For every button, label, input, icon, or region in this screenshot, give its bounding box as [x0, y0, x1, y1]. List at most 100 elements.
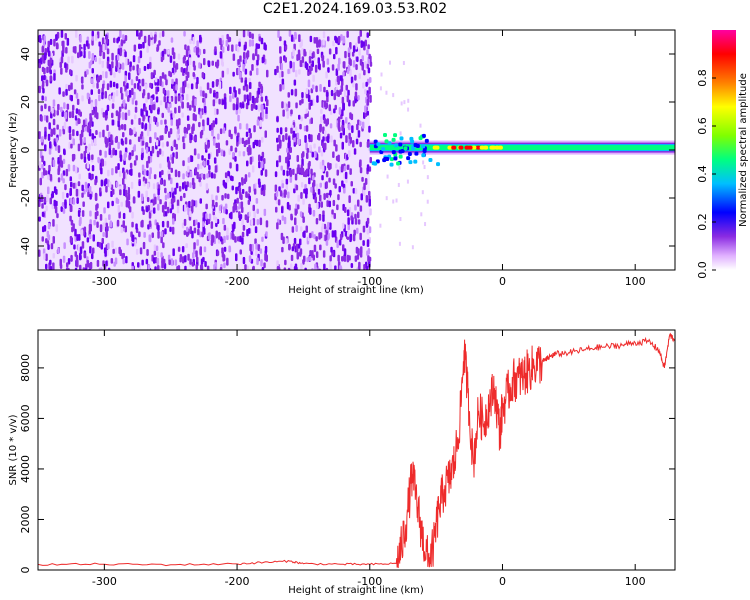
noise-cell — [77, 181, 81, 187]
colorbar-label: Normalized spectral amplitude — [738, 73, 749, 227]
noise-cell — [110, 139, 113, 146]
noise-cell — [227, 36, 231, 43]
noise-cell — [341, 141, 344, 150]
noise-cell — [368, 190, 371, 197]
noise-cell — [174, 187, 177, 195]
noise-cell — [98, 94, 101, 102]
noise-cell — [161, 81, 164, 88]
noise-cell — [159, 100, 163, 106]
noise-cell — [261, 56, 265, 64]
noise-cell — [105, 185, 108, 193]
noise-cell — [359, 167, 363, 174]
noise-cell — [87, 154, 91, 161]
noise-cell — [211, 81, 215, 88]
noise-cell — [349, 233, 353, 241]
noise-cell — [359, 205, 363, 212]
noise-cell — [200, 264, 203, 270]
noise-cell — [124, 35, 128, 42]
noise-cell — [241, 137, 245, 145]
noise-cell — [107, 169, 110, 177]
noise-cell — [41, 155, 44, 163]
noise-cell — [342, 61, 346, 69]
noise-cell — [328, 104, 331, 112]
noise-cell — [283, 216, 287, 225]
noise-cell — [140, 30, 143, 37]
noise-cell — [198, 176, 201, 183]
noise-cell — [62, 178, 65, 184]
noise-cell — [219, 267, 223, 270]
noise-cell — [304, 267, 307, 270]
noise-cell — [327, 221, 330, 228]
noise-cell — [130, 79, 134, 86]
noise-cell — [326, 58, 330, 65]
noise-cell — [234, 147, 238, 153]
noise-cell — [93, 219, 96, 226]
noise-cell — [153, 250, 157, 256]
noise-cell — [136, 30, 139, 37]
snr-x-tick-label: -200 — [225, 575, 250, 588]
noise-cell — [284, 127, 288, 133]
noise-cell — [149, 117, 152, 124]
noise-cell — [288, 30, 292, 37]
noise-cell — [237, 114, 240, 122]
noise-cell — [278, 141, 282, 149]
noise-cell — [224, 172, 228, 179]
noise-cell — [359, 30, 362, 37]
noise-cell — [177, 53, 181, 60]
noise-cell — [197, 228, 200, 236]
noise-cell — [171, 190, 175, 199]
noise-cell — [287, 267, 291, 270]
noise-cell — [142, 114, 145, 122]
noise-cell — [145, 97, 148, 103]
noise-cell — [43, 253, 46, 261]
noise-cell — [281, 206, 284, 214]
noise-cell — [223, 246, 227, 252]
noise-cell — [38, 58, 41, 65]
noise-cell — [403, 100, 406, 105]
noise-cell — [76, 197, 79, 204]
noise-cell — [299, 238, 302, 246]
noise-cell — [53, 38, 56, 47]
colorbar-tick-label: 0.4 — [696, 165, 709, 183]
noise-cell — [144, 123, 148, 130]
noise-cell — [284, 57, 287, 63]
noise-cell — [181, 101, 184, 109]
noise-cell — [200, 173, 204, 179]
noise-cell — [192, 113, 196, 121]
noise-cell — [53, 73, 56, 81]
signal-blob — [385, 156, 390, 161]
noise-cell — [245, 191, 248, 198]
noise-cell — [290, 109, 293, 115]
noise-cell — [294, 33, 297, 40]
signal-blob — [396, 161, 401, 166]
noise-cell — [65, 88, 68, 96]
noise-cell — [255, 43, 258, 50]
noise-cell — [77, 210, 81, 217]
noise-cell — [303, 125, 307, 132]
noise-cell — [84, 267, 88, 270]
noise-cell — [310, 99, 313, 106]
noise-cell — [133, 44, 137, 52]
noise-cell — [134, 114, 137, 120]
noise-cell — [71, 110, 75, 119]
noise-cell — [424, 222, 427, 227]
noise-cell — [248, 172, 251, 178]
noise-cell — [322, 142, 325, 149]
noise-cell — [354, 74, 357, 81]
noise-cell — [369, 156, 372, 164]
noise-cell — [223, 262, 226, 269]
noise-cell — [318, 213, 322, 221]
noise-cell — [91, 121, 94, 127]
snr-y-label: SNR (10 * v/v) — [8, 414, 19, 485]
noise-cell — [156, 257, 160, 266]
noise-cell — [265, 220, 269, 228]
signal-blob — [393, 156, 398, 161]
noise-cell — [137, 56, 141, 64]
noise-cell — [242, 85, 246, 91]
noise-cell — [45, 253, 48, 262]
noise-cell — [292, 168, 295, 176]
noise-cell — [356, 56, 359, 63]
noise-cell — [192, 95, 195, 101]
noise-cell — [72, 198, 76, 205]
noise-cell — [141, 140, 145, 146]
